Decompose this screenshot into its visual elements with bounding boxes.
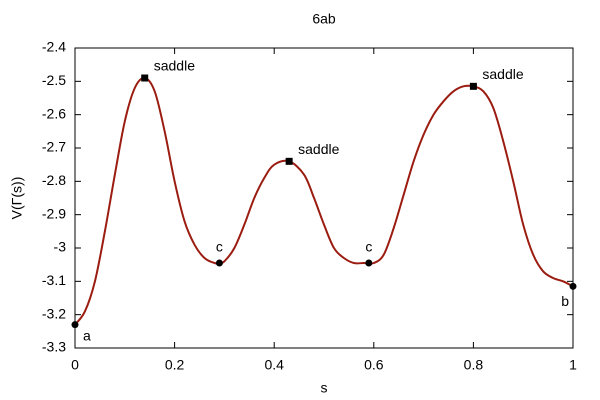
y-tick-label: -2.8 bbox=[42, 172, 66, 188]
x-tick-label: 1 bbox=[569, 357, 577, 373]
point-label: c bbox=[216, 239, 223, 255]
point-marker bbox=[141, 74, 149, 82]
y-tick-label: -3.2 bbox=[42, 305, 66, 321]
point-marker bbox=[569, 282, 577, 290]
y-tick-label: -3.3 bbox=[42, 339, 66, 355]
point-label: saddle bbox=[298, 141, 339, 157]
point-label: saddle bbox=[154, 58, 195, 74]
y-tick-label: -2.5 bbox=[42, 72, 66, 88]
x-axis-label: s bbox=[321, 380, 328, 396]
line bbox=[74, 76, 574, 326]
y-tick-label: -3.1 bbox=[42, 272, 66, 288]
y-axis-label: V(Γ(s)) bbox=[9, 177, 25, 220]
point-label: a bbox=[83, 327, 91, 343]
x-tick-label: 0.6 bbox=[364, 357, 384, 373]
point-marker bbox=[365, 259, 373, 267]
x-tick-label: 0.8 bbox=[464, 357, 484, 373]
x-tick-label: 0.4 bbox=[264, 357, 284, 373]
chart-title: 6ab bbox=[312, 11, 336, 27]
x-tick-label: 0 bbox=[71, 357, 79, 373]
point-marker bbox=[71, 321, 79, 329]
point-label: b bbox=[561, 293, 569, 309]
y-tick-label: -2.6 bbox=[42, 105, 66, 121]
x-tick-label: 0.2 bbox=[165, 357, 185, 373]
y-tick-label: -2.7 bbox=[42, 139, 66, 155]
point-marker bbox=[215, 259, 223, 267]
plot-frame bbox=[74, 47, 574, 349]
y-tick-label: -3 bbox=[54, 239, 67, 255]
y-tick-label: -2.9 bbox=[42, 205, 66, 221]
point-label: c bbox=[365, 239, 372, 255]
point-marker bbox=[469, 82, 477, 90]
point-label: saddle bbox=[482, 66, 523, 82]
y-tick-label: -2.4 bbox=[42, 39, 66, 55]
point-marker bbox=[285, 157, 293, 165]
